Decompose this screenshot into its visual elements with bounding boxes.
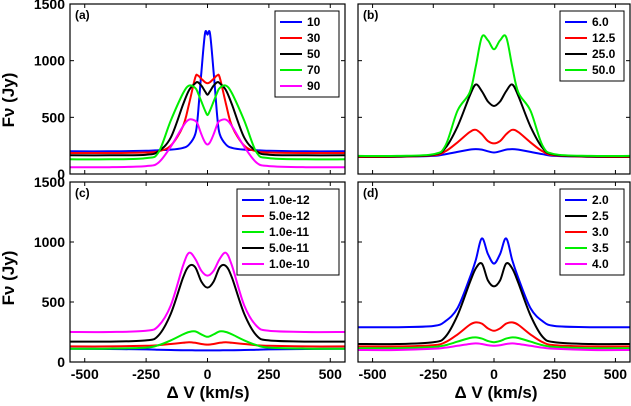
xlabel-left: Δ V (km/s) — [166, 383, 249, 402]
chart-panel-0: 0 500 1000 1500 (a) 10 30 50 70 90 — [34, 0, 346, 182]
series-line-50.0 — [358, 34, 630, 158]
legend: 1.0e-12 5.0e-12 1.0e-11 5.0e-11 1.0e-10 — [236, 188, 340, 276]
x-tick-label: 0 — [204, 366, 212, 382]
ylabel-bottom: Fν (Jy) — [0, 251, 18, 306]
ylabel-text-bottom: Fν (Jy) — [0, 251, 18, 306]
legend-entry: 4.0 — [592, 257, 609, 271]
x-tick-label: 250 — [543, 366, 567, 382]
series-line-12.5 — [358, 128, 630, 159]
legend-entry: 5.0e-12 — [269, 209, 310, 223]
series-line-3.0 — [358, 321, 630, 348]
series-line-10 — [70, 30, 345, 153]
legend-entry: 70 — [307, 63, 321, 77]
x-tick-label: -500 — [71, 366, 99, 382]
ylabel-text-top: Fν (Jy) — [0, 73, 18, 128]
series-line-5.0e-12 — [70, 341, 345, 348]
xlabel-right: Δ V (km/s) — [454, 383, 537, 402]
y-tick-label: 1500 — [34, 0, 65, 12]
series-group — [358, 34, 630, 159]
legend-entry: 50.0 — [592, 63, 616, 77]
legend-entry: 30 — [307, 31, 321, 45]
x-tick-label: 500 — [319, 366, 343, 382]
legend-entry: 1.0e-12 — [269, 193, 310, 207]
series-line-90 — [70, 118, 345, 169]
x-tick-label: -250 — [419, 366, 447, 382]
series-line-1.0e-12 — [70, 347, 345, 352]
legend-entry: 50 — [307, 47, 321, 61]
legend-entry: 2.0 — [592, 193, 609, 207]
series-line-1.0e-10 — [70, 251, 345, 334]
y-tick-label: 1000 — [34, 53, 65, 69]
legend-entry: 90 — [307, 79, 321, 93]
y-tick-label: 500 — [42, 109, 66, 125]
series-group — [70, 251, 345, 352]
chart-panel-2: 0 500 1000 1500 -500 -250 0 250 500 (c) 1.0e-12 5.0… — [34, 174, 346, 382]
legend-entry: 10 — [307, 15, 321, 29]
series-line-2.5 — [358, 262, 630, 346]
y-tick-label: 0 — [57, 354, 65, 370]
legend-entry: 12.5 — [592, 31, 616, 45]
panel-label: (b) — [363, 8, 378, 22]
legend-entry: 1.0e-10 — [269, 257, 310, 271]
panel-label: (d) — [363, 186, 378, 200]
x-tick-label: 500 — [604, 366, 628, 382]
y-tick-label: 500 — [42, 294, 66, 310]
legend: 2.0 2.5 3.0 3.5 4.0 — [559, 188, 625, 276]
legend-entry: 2.5 — [592, 209, 609, 223]
legend: 6.0 12.5 25.0 50.0 — [559, 10, 625, 82]
legend-entry: 25.0 — [592, 47, 616, 61]
x-tick-label: -500 — [359, 366, 387, 382]
y-tick-label: 1000 — [34, 234, 65, 250]
ylabel-top: Fν (Jy) — [0, 73, 18, 128]
panel-label: (a) — [75, 8, 90, 22]
y-tick-label: 1500 — [34, 174, 65, 190]
legend-entry: 5.0e-11 — [269, 241, 309, 255]
legend-entry: 1.0e-11 — [269, 225, 309, 239]
panel-label: (c) — [75, 186, 90, 200]
series-line-5.0e-11 — [70, 263, 345, 343]
chart-panel-3: -500 -250 0 250 500 (d) 2.0 2.5 3.0 3.5 4.0 — [357, 181, 631, 382]
series-line-30 — [70, 73, 345, 155]
series-line-70 — [70, 84, 345, 161]
series-line-2.0 — [358, 237, 630, 329]
series-line-3.5 — [358, 336, 630, 350]
legend-entry: 3.5 — [592, 241, 609, 255]
series-line-4.0 — [358, 342, 630, 352]
series-line-50 — [70, 81, 345, 157]
chart-panel-1: (b) 6.0 12.5 25.0 50.0 — [357, 3, 631, 175]
legend-entry: 6.0 — [592, 15, 609, 29]
series-line-25.0 — [358, 83, 630, 158]
x-tick-label: -250 — [132, 366, 160, 382]
series-group — [70, 30, 345, 169]
y-tick-label: 0 — [57, 166, 65, 182]
series-line-6.0 — [358, 148, 630, 158]
x-tick-label: 0 — [490, 366, 498, 382]
series-line-1.0e-11 — [70, 330, 345, 350]
legend-entry: 3.0 — [592, 225, 609, 239]
legend: 10 30 50 70 90 — [274, 10, 340, 98]
x-tick-label: 250 — [257, 366, 281, 382]
series-group — [358, 237, 630, 352]
